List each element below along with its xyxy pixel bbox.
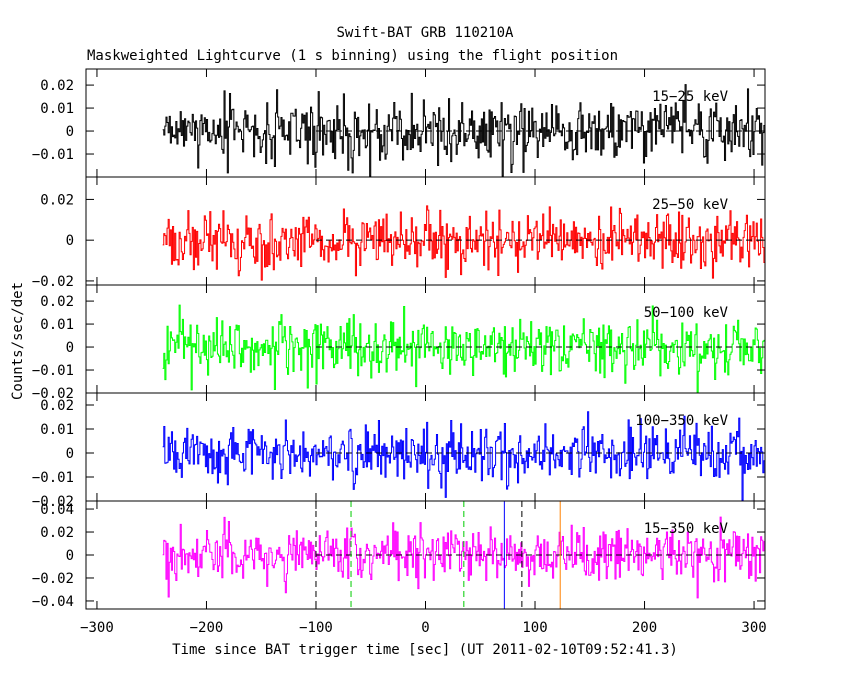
y-axis-label: Counts/sec/det (10, 282, 26, 400)
panel-2: −0.02 0 0.02 25−50 keV (32, 176, 766, 290)
y-tick-label: −0.02 (32, 386, 74, 402)
chart-subtitle: Maskweighted Lightcurve (1 s binning) us… (87, 48, 618, 64)
series-trace (162, 84, 766, 177)
band-label: 100−350 keV (635, 413, 728, 429)
y-tick-label: −0.01 (32, 147, 74, 163)
panel-5: −0.04 −0.02 0 0.02 0.04 15−350 keV (32, 500, 766, 610)
y-tick-label: 0.02 (40, 78, 74, 94)
band-label: 15−25 keV (652, 89, 728, 105)
y-tick-label: 0.02 (40, 525, 74, 541)
series-trace (162, 304, 766, 393)
y-tick-label: 0 (66, 340, 74, 356)
series-trace (162, 205, 766, 281)
panel-3: −0.02 −0.01 0 0.01 0.02 50−100 keV (32, 284, 766, 402)
y-tick-label: 0.02 (40, 398, 74, 414)
panel-1: −0.01 0 0.01 0.02 15−25 keV (32, 68, 766, 178)
x-tick-label: −100 (299, 620, 333, 636)
panels-group: −0.01 0 0.01 0.02 15−25 keV −0.02 0 0.02 25−50 k… (32, 68, 767, 636)
y-tick-label: 0 (66, 446, 74, 462)
x-axis-label: Time since BAT trigger time [sec] (UT 20… (172, 642, 678, 658)
band-label: 15−350 keV (644, 521, 729, 537)
y-tick-label: −0.02 (32, 274, 74, 290)
y-tick-label: 0.01 (40, 317, 74, 333)
y-tick-label: 0 (66, 233, 74, 249)
y-tick-label: −0.01 (32, 363, 74, 379)
y-tick-label: 0.02 (40, 192, 74, 208)
y-tick-label: 0.01 (40, 101, 74, 117)
band-label: 50−100 keV (644, 305, 729, 321)
y-tick-label: 0.04 (40, 502, 74, 518)
x-tick-label: 200 (632, 620, 657, 636)
y-tick-label: 0 (66, 124, 74, 140)
y-tick-label: −0.01 (32, 470, 74, 486)
series-trace (162, 411, 766, 501)
x-tick-label: 100 (522, 620, 547, 636)
panel-4: −0.02 −0.01 0 0.01 0.02 100−350 keV (32, 392, 766, 510)
y-tick-label: −0.04 (32, 594, 74, 610)
y-tick-label: −0.02 (32, 494, 74, 510)
x-tick-label: −200 (190, 620, 224, 636)
chart-title: Swift-BAT GRB 110210A (336, 25, 514, 41)
x-tick-label: 0 (421, 620, 429, 636)
y-tick-label: 0 (66, 548, 74, 564)
x-tick-label: −300 (80, 620, 114, 636)
y-tick-label: 0.01 (40, 422, 74, 438)
y-tick-label: 0.02 (40, 294, 74, 310)
x-tick-label: 300 (741, 620, 766, 636)
band-label: 25−50 keV (652, 197, 728, 213)
y-tick-label: −0.02 (32, 571, 74, 587)
